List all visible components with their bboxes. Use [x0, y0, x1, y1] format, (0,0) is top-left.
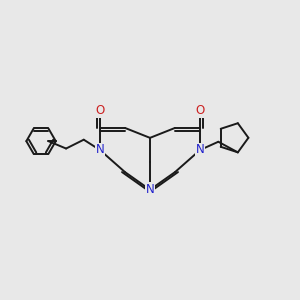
- Text: O: O: [195, 104, 205, 117]
- Text: N: N: [96, 143, 104, 157]
- Text: O: O: [95, 104, 105, 117]
- Text: N: N: [196, 143, 204, 157]
- Text: N: N: [146, 183, 154, 196]
